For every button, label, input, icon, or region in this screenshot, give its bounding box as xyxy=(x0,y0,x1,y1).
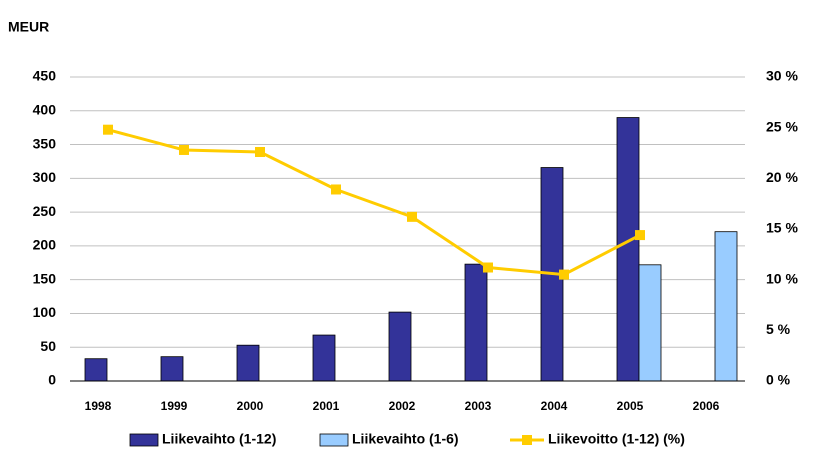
bar xyxy=(236,344,260,382)
y-tick-label: 250 xyxy=(33,203,57,219)
bar xyxy=(84,358,108,382)
legend-swatch xyxy=(522,435,532,445)
x-tick-label: 1999 xyxy=(161,399,188,413)
y-tick-label: 450 xyxy=(33,68,57,84)
bar xyxy=(388,311,412,382)
legend-label: Liikevaihto (1-12) xyxy=(162,431,276,447)
y2-tick-label: 30 % xyxy=(766,68,798,84)
line-marker xyxy=(179,144,189,155)
y-tick-label: 400 xyxy=(33,101,57,117)
y-tick-label: 100 xyxy=(33,304,57,320)
bar xyxy=(160,356,184,382)
y-tick-label: 200 xyxy=(33,237,57,253)
x-tick-label: 2001 xyxy=(313,399,340,413)
line-marker xyxy=(635,230,645,241)
y-tick-label: 350 xyxy=(33,135,57,151)
line-marker xyxy=(407,211,417,222)
x-tick-label: 2002 xyxy=(389,399,416,413)
bar xyxy=(616,117,640,382)
y2-tick-label: 20 % xyxy=(766,169,798,185)
x-tick-label: 2004 xyxy=(541,399,568,413)
x-tick-label: 2000 xyxy=(237,399,264,413)
bar xyxy=(312,334,336,382)
x-tick-label: 2003 xyxy=(465,399,492,413)
y2-tick-label: 0 % xyxy=(766,372,791,388)
bar xyxy=(638,264,662,382)
y-tick-label: 300 xyxy=(33,169,57,185)
line-marker xyxy=(331,184,341,195)
line xyxy=(107,128,641,277)
line-marker xyxy=(255,146,265,157)
x-tick-label: 1998 xyxy=(85,399,112,413)
line-marker xyxy=(559,269,569,280)
legend-swatch xyxy=(319,433,349,447)
legend-swatch xyxy=(129,433,159,447)
y2-tick-label: 15 % xyxy=(766,220,798,236)
legend-label: Liikevoitto (1-12) (%) xyxy=(548,431,685,447)
bar xyxy=(464,263,488,382)
y-tick-label: 150 xyxy=(33,270,57,286)
bar xyxy=(714,231,738,382)
legend-label: Liikevaihto (1-6) xyxy=(352,431,459,447)
x-tick-label: 2006 xyxy=(693,399,720,413)
y-axis-label: MEUR xyxy=(8,19,49,35)
x-tick-label: 2005 xyxy=(617,399,644,413)
line-marker xyxy=(103,124,113,135)
y-tick-label: 50 xyxy=(40,338,56,354)
y2-tick-label: 10 % xyxy=(766,270,798,286)
y2-tick-label: 25 % xyxy=(766,118,798,134)
y2-tick-label: 5 % xyxy=(766,321,791,337)
line-marker xyxy=(483,262,493,273)
y-tick-label: 0 xyxy=(48,372,56,388)
